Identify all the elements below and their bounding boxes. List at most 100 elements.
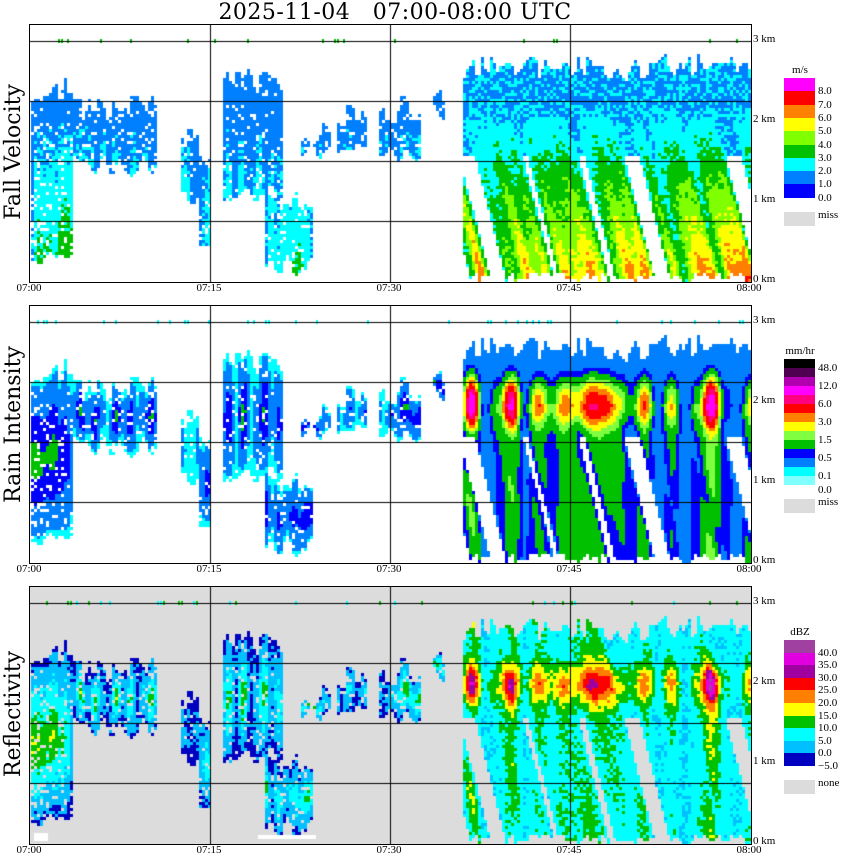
- colorbar-label: 1.0: [818, 178, 832, 191]
- x-tick-label: 07:15: [196, 282, 222, 294]
- colorbar-swatch: [784, 640, 815, 653]
- colorbar-unit: m/s: [792, 64, 808, 76]
- x-tick-label: 07:00: [16, 844, 42, 856]
- colorbar-swatch: [784, 131, 815, 146]
- colorbar-swatch: [784, 652, 815, 666]
- colorbar-swatch: [784, 476, 815, 485]
- y-tick-label: 3 km: [753, 314, 776, 326]
- colorbar-label: 4.0: [818, 138, 832, 151]
- x-tick-label: 08:00: [736, 282, 762, 294]
- colorbar-label: 7.0: [818, 98, 832, 111]
- x-tick-label: 07:00: [16, 563, 42, 575]
- colorbar-label: 15.0: [818, 709, 838, 722]
- chart-title: 2025-11-04 07:00-08:00 UTC: [218, 0, 572, 25]
- x-tick-label: 07:30: [376, 563, 402, 575]
- colorbar-label: 3.0: [818, 416, 832, 428]
- x-tick-label: 08:00: [736, 844, 762, 856]
- x-tick-label: 08:00: [736, 563, 762, 575]
- y-tick-label: 0 km: [753, 835, 776, 847]
- colorbar-swatch: [784, 677, 815, 691]
- colorbar-swatch: [784, 91, 815, 106]
- colorbar-swatch: [784, 690, 815, 704]
- missing-label: none: [818, 777, 840, 789]
- colorbar-label: 0.0: [818, 484, 832, 496]
- colorbar-swatch: [784, 458, 815, 467]
- colorbar-swatch: [784, 104, 815, 119]
- colorbar-label: 0.0: [818, 191, 832, 204]
- x-tick-label: 07:15: [196, 844, 222, 856]
- colorbar-swatch: [784, 422, 815, 431]
- y-tick-label: 2 km: [753, 394, 776, 406]
- colorbar-label: 12.0: [818, 380, 838, 392]
- colorbar-swatch: [784, 703, 815, 716]
- colorbar-label: 40.0: [818, 646, 838, 659]
- colorbar-unit: mm/hr: [785, 345, 815, 357]
- colorbar-label: 8.0: [818, 85, 832, 98]
- x-tick-label: 07:30: [376, 844, 402, 856]
- colorbar-label: 0.0: [818, 747, 832, 760]
- colorbar-swatch: [784, 431, 815, 440]
- colorbar-label: 6.0: [818, 398, 832, 410]
- y-tick-label: 0 km: [753, 273, 776, 285]
- colorbar-swatch: [784, 117, 815, 132]
- missing-label: miss: [818, 496, 839, 508]
- colorbar-swatch: [784, 467, 815, 476]
- y-tick-label: 1 km: [753, 474, 776, 486]
- colorbar-swatch: [784, 395, 815, 404]
- colorbar-swatch: [784, 404, 815, 413]
- colorbar-label: 20.0: [818, 697, 838, 709]
- y-tick-label: 0 km: [753, 554, 776, 566]
- colorbar-swatch: [784, 753, 815, 767]
- y-axis-title: Reflectivity: [1, 650, 26, 778]
- colorbar-swatch: [784, 157, 815, 172]
- heatmap-canvas: [29, 586, 752, 845]
- colorbar-label: 2.0: [818, 165, 832, 178]
- colorbar-label: 35.0: [818, 659, 838, 672]
- colorbar-label: −5.0: [818, 760, 838, 772]
- colorbar-swatch: [784, 449, 815, 458]
- colorbar-label: 3.0: [818, 151, 832, 164]
- panel-fall-velocity: Fall Velocity 0 km 1 km 2 km 3 km 07:00 07:15 0…: [1, 24, 775, 294]
- y-tick-label: 3 km: [753, 33, 776, 45]
- y-axis-title: Fall Velocity: [1, 84, 26, 220]
- y-tick-label: 2 km: [753, 675, 776, 687]
- colorbar-swatch: [784, 386, 815, 395]
- colorbar-swatch: [784, 728, 815, 742]
- panel-reflectivity: Reflectivity 0 km 1 km 2 km 3 km 07:00 07:15 07…: [1, 586, 775, 856]
- colorbar-label: 5.0: [818, 125, 832, 138]
- colorbar-swatch: [784, 359, 815, 368]
- colorbar-label: 48.0: [818, 362, 838, 374]
- missing-swatch: [784, 780, 815, 794]
- colorbar-swatch: [784, 368, 815, 377]
- colorbar-swatch: [784, 171, 815, 186]
- y-tick-label: 1 km: [753, 755, 776, 767]
- colorbar-label: 5.0: [818, 734, 832, 747]
- colorbar-label: 1.5: [818, 434, 832, 446]
- colorbar-swatch: [784, 184, 815, 199]
- x-tick-label: 07:45: [556, 282, 582, 294]
- colorbar-unit: dBZ: [790, 626, 810, 638]
- panel-rain-intensity: Rain Intensity 0 km 1 km 2 km 3 km 07:00 07:15…: [1, 305, 775, 575]
- colorbar-swatch: [784, 413, 815, 422]
- colorbar-swatch: [784, 715, 815, 729]
- x-tick-label: 07:15: [196, 563, 222, 575]
- colorbar-swatch: [784, 377, 815, 386]
- x-tick-label: 07:45: [556, 844, 582, 856]
- missing-swatch: [784, 211, 815, 226]
- y-tick-label: 3 km: [753, 595, 776, 607]
- colorbar-swatch: [784, 144, 815, 159]
- colorbar-label: 10.0: [818, 722, 838, 735]
- colorbar-swatch: [784, 78, 815, 92]
- colorbar-label: 6.0: [818, 111, 832, 124]
- colorbar-label: 0.1: [818, 470, 832, 482]
- colorbar-label: 30.0: [818, 671, 838, 684]
- x-tick-label: 07:00: [16, 282, 42, 294]
- missing-label: miss: [818, 208, 839, 221]
- colorbar-swatch: [784, 665, 815, 679]
- y-tick-label: 1 km: [753, 193, 776, 205]
- colorbar-label: 0.5: [818, 452, 832, 464]
- missing-swatch: [784, 499, 815, 513]
- x-tick-label: 07:30: [376, 282, 402, 294]
- y-axis-title: Rain Intensity: [1, 346, 26, 503]
- colorbar-swatch: [784, 440, 815, 449]
